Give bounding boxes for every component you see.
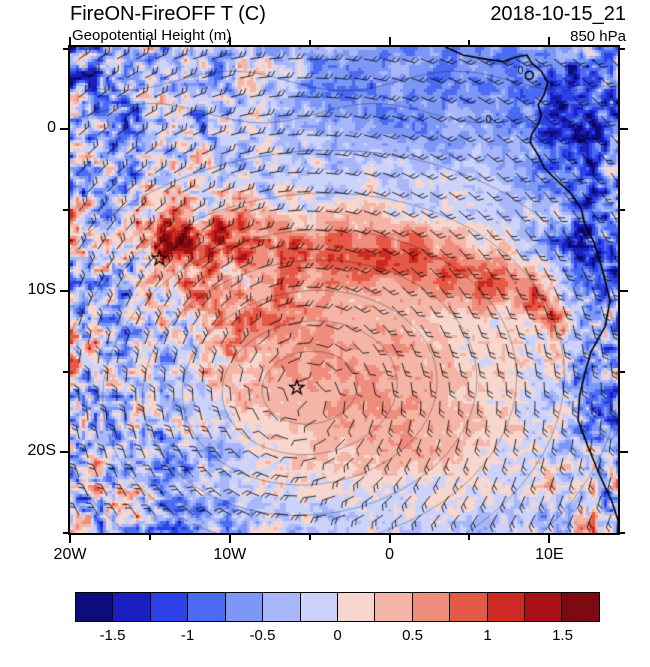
x-axis-label: 10E <box>535 546 564 563</box>
colorbar-tick-label: 0 <box>333 627 342 644</box>
colorbar-cell <box>337 593 376 621</box>
colorbar-tick-label: 0.5 <box>402 627 423 644</box>
map-plot-area <box>68 45 620 535</box>
colorbar <box>75 592 600 622</box>
y-axis-label: 10S <box>27 280 56 298</box>
x-axis-label: 10W <box>213 546 247 563</box>
y-axis-tick <box>63 47 68 50</box>
colorbar-cell <box>76 593 114 621</box>
y-axis-label: 20S <box>27 442 56 460</box>
x-axis-tick <box>308 40 311 45</box>
colorbar-cell <box>225 593 264 621</box>
x-axis-tick <box>228 37 231 45</box>
colorbar-cell <box>150 593 189 621</box>
colorbar-cell <box>113 593 151 621</box>
x-axis-label: 0 <box>385 546 394 563</box>
x-axis-tick <box>308 535 311 540</box>
colorbar-cell <box>450 593 488 621</box>
y-axis-tick <box>620 47 625 50</box>
y-axis-tick <box>60 451 68 454</box>
colorbar-tick-label: -1 <box>180 627 195 644</box>
x-axis-tick <box>148 40 151 45</box>
plot-subtitle: Geopotential Height (m) <box>72 27 232 44</box>
y-axis-tick <box>60 289 68 292</box>
y-axis-label: 0 <box>47 119 56 137</box>
colorbar-cell <box>412 593 451 621</box>
colorbar-cell <box>487 593 526 621</box>
x-axis-tick <box>548 37 551 45</box>
y-axis-tick <box>63 209 68 212</box>
pressure-level-label: 850 hPa <box>570 28 626 45</box>
y-axis-tick <box>620 209 625 212</box>
y-axis-tick <box>63 370 68 373</box>
colorbar-cell <box>375 593 413 621</box>
x-axis-tick <box>69 37 71 45</box>
colorbar-cell <box>263 593 301 621</box>
y-axis-tick <box>60 128 68 131</box>
y-axis-tick <box>620 289 628 292</box>
colorbar-cell <box>562 593 599 621</box>
colorbar-cell <box>300 593 338 621</box>
y-axis-tick <box>620 532 625 534</box>
y-axis-tick <box>620 128 628 131</box>
x-axis-tick <box>228 535 231 543</box>
x-axis-tick <box>468 40 471 45</box>
y-axis-tick <box>620 451 628 454</box>
plot-datetime: 2018-10-15_21 <box>490 3 626 25</box>
colorbar-cell <box>525 593 563 621</box>
x-axis-tick <box>148 535 151 540</box>
x-axis-tick <box>388 535 391 543</box>
colorbar-tick-label: -0.5 <box>249 627 276 644</box>
x-axis-tick <box>468 535 471 540</box>
map-canvas <box>70 47 618 533</box>
y-axis-tick <box>63 532 68 534</box>
x-axis-tick <box>388 37 391 45</box>
y-axis-tick <box>620 370 625 373</box>
x-axis-tick <box>548 535 551 543</box>
x-axis-tick <box>69 535 71 543</box>
colorbar-tick-label: -1.5 <box>99 627 126 644</box>
colorbar-cell <box>188 593 226 621</box>
colorbar-tick-label: 1 <box>483 627 492 644</box>
x-axis-label: 20W <box>53 546 87 563</box>
colorbar-tick-label: 1.5 <box>552 627 573 644</box>
plot-title: FireON-FireOFF T (C) <box>70 3 266 25</box>
